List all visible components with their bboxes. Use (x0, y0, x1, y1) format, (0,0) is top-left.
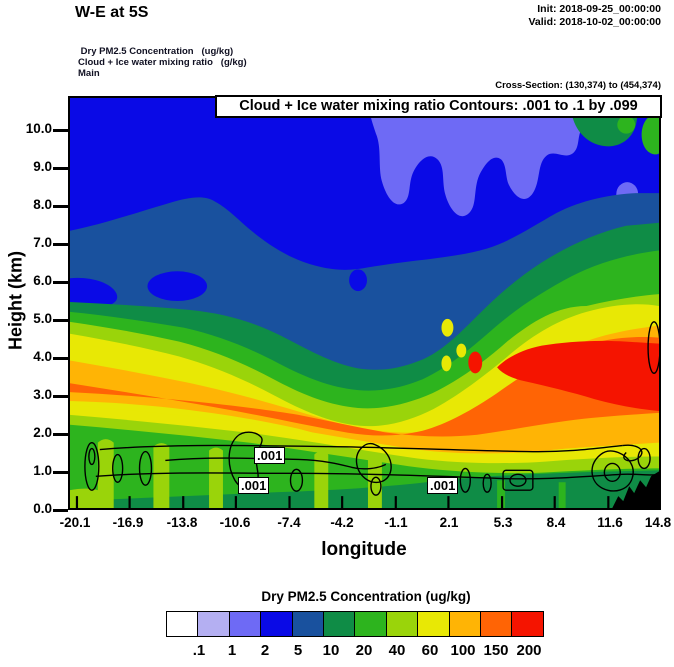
x-tick-label: 5.3 (493, 515, 513, 530)
x-tick-label: -10.6 (219, 515, 251, 530)
cross-section-plot: .001 .001 .001 (68, 96, 661, 510)
x-tick-label: 14.8 (644, 515, 672, 530)
x-tick-label: -20.1 (59, 515, 91, 530)
page-title: W-E at 5S (75, 4, 149, 21)
contour-label: .001 (238, 477, 270, 494)
x-tick-label: 11.6 (597, 515, 623, 530)
colorbar-swatch (511, 611, 545, 637)
y-tick (53, 433, 68, 436)
y-tick-label: 2.0 (33, 425, 52, 440)
colorbar-tick-label: 40 (388, 642, 406, 659)
y-tick (53, 129, 68, 132)
colorbar-swatch (260, 611, 294, 637)
y-tick (53, 509, 68, 512)
legend-line-fill: Dry PM2.5 Concentration (ug/kg) (78, 46, 234, 57)
x-tick-label: -4.2 (330, 515, 354, 530)
x-tick-label: -7.4 (277, 515, 301, 530)
contour-label: .001 (427, 477, 459, 494)
y-tick-label: 8.0 (33, 197, 52, 212)
colorbar-swatch (448, 611, 482, 637)
y-tick (53, 471, 68, 474)
x-axis-title: longitude (321, 539, 407, 560)
y-tick (53, 319, 68, 322)
y-tick-label: 7.0 (33, 235, 52, 250)
contour-title-box: Cloud + Ice water mixing ratio Contours:… (215, 95, 662, 118)
x-tick-label: -1.1 (384, 515, 408, 530)
x-tick-label: -16.9 (112, 515, 144, 530)
colorbar-swatch (385, 611, 419, 637)
y-tick (53, 281, 68, 284)
colorbar-tick-label: 2 (260, 642, 270, 659)
legend-line-contour: Cloud + Ice water mixing ratio (g/kg) (78, 57, 247, 68)
cloud-contour-lines (84, 321, 659, 496)
y-tick-label: 9.0 (33, 159, 52, 174)
colorbar-tick-label: .1 (192, 642, 206, 659)
init-time: Init: 2018-09-25_00:00:00 (537, 3, 661, 15)
colorbar-swatch (354, 611, 388, 637)
colorbar-title: Dry PM2.5 Concentration (ug/kg) (261, 589, 471, 604)
model-times: Init: 2018-09-25_00:00:00 Valid: 2018-10… (528, 3, 661, 28)
field-legend: Dry PM2.5 Concentration (ug/kg) Cloud + … (78, 46, 247, 79)
colorbar-tick-label: 5 (293, 642, 303, 659)
y-tick-label: 3.0 (33, 387, 52, 402)
colorbar-tick-label: 200 (516, 642, 542, 659)
colorbar (166, 611, 545, 637)
colorbar-tick-label: 1 (227, 642, 237, 659)
colorbar-swatch (166, 611, 199, 637)
colorbar-swatch (417, 611, 451, 637)
x-tick-label: 8.4 (546, 515, 566, 530)
legend-line-domain: Main (78, 68, 100, 79)
colorbar-tick-label: 20 (355, 642, 373, 659)
y-tick-label: 10.0 (25, 121, 52, 136)
colorbar-swatch (197, 611, 231, 637)
y-tick-label: 4.0 (33, 349, 52, 364)
cross-section-label: Cross-Section: (130,374) to (454,374) (495, 80, 661, 91)
colorbar-swatch (323, 611, 357, 637)
x-tick-label: 2.1 (439, 515, 459, 530)
y-tick-label: 6.0 (33, 273, 52, 288)
y-tick (53, 357, 68, 360)
colorbar-tick-label: 150 (483, 642, 509, 659)
y-tick-label: 5.0 (33, 311, 52, 326)
x-tick-marks (75, 496, 659, 508)
y-tick (53, 395, 68, 398)
colorbar-swatch (480, 611, 514, 637)
colorbar-tick-label: 60 (421, 642, 439, 659)
valid-time: Valid: 2018-10-02_00:00:00 (528, 15, 661, 28)
colorbar-tick-label: 100 (450, 642, 476, 659)
y-tick (53, 243, 68, 246)
y-tick-label: 0.0 (33, 501, 52, 516)
y-axis-title: Height (km) (5, 251, 26, 350)
colorbar-swatch (291, 611, 325, 637)
y-tick-label: 1.0 (33, 463, 52, 478)
filled-contour-field (70, 98, 659, 508)
x-tick-label: -13.8 (166, 515, 198, 530)
colorbar-tick-label: 10 (322, 642, 340, 659)
colorbar-swatch (228, 611, 262, 637)
y-tick (53, 167, 68, 170)
contour-label: .001 (254, 447, 286, 464)
y-tick (53, 205, 68, 208)
